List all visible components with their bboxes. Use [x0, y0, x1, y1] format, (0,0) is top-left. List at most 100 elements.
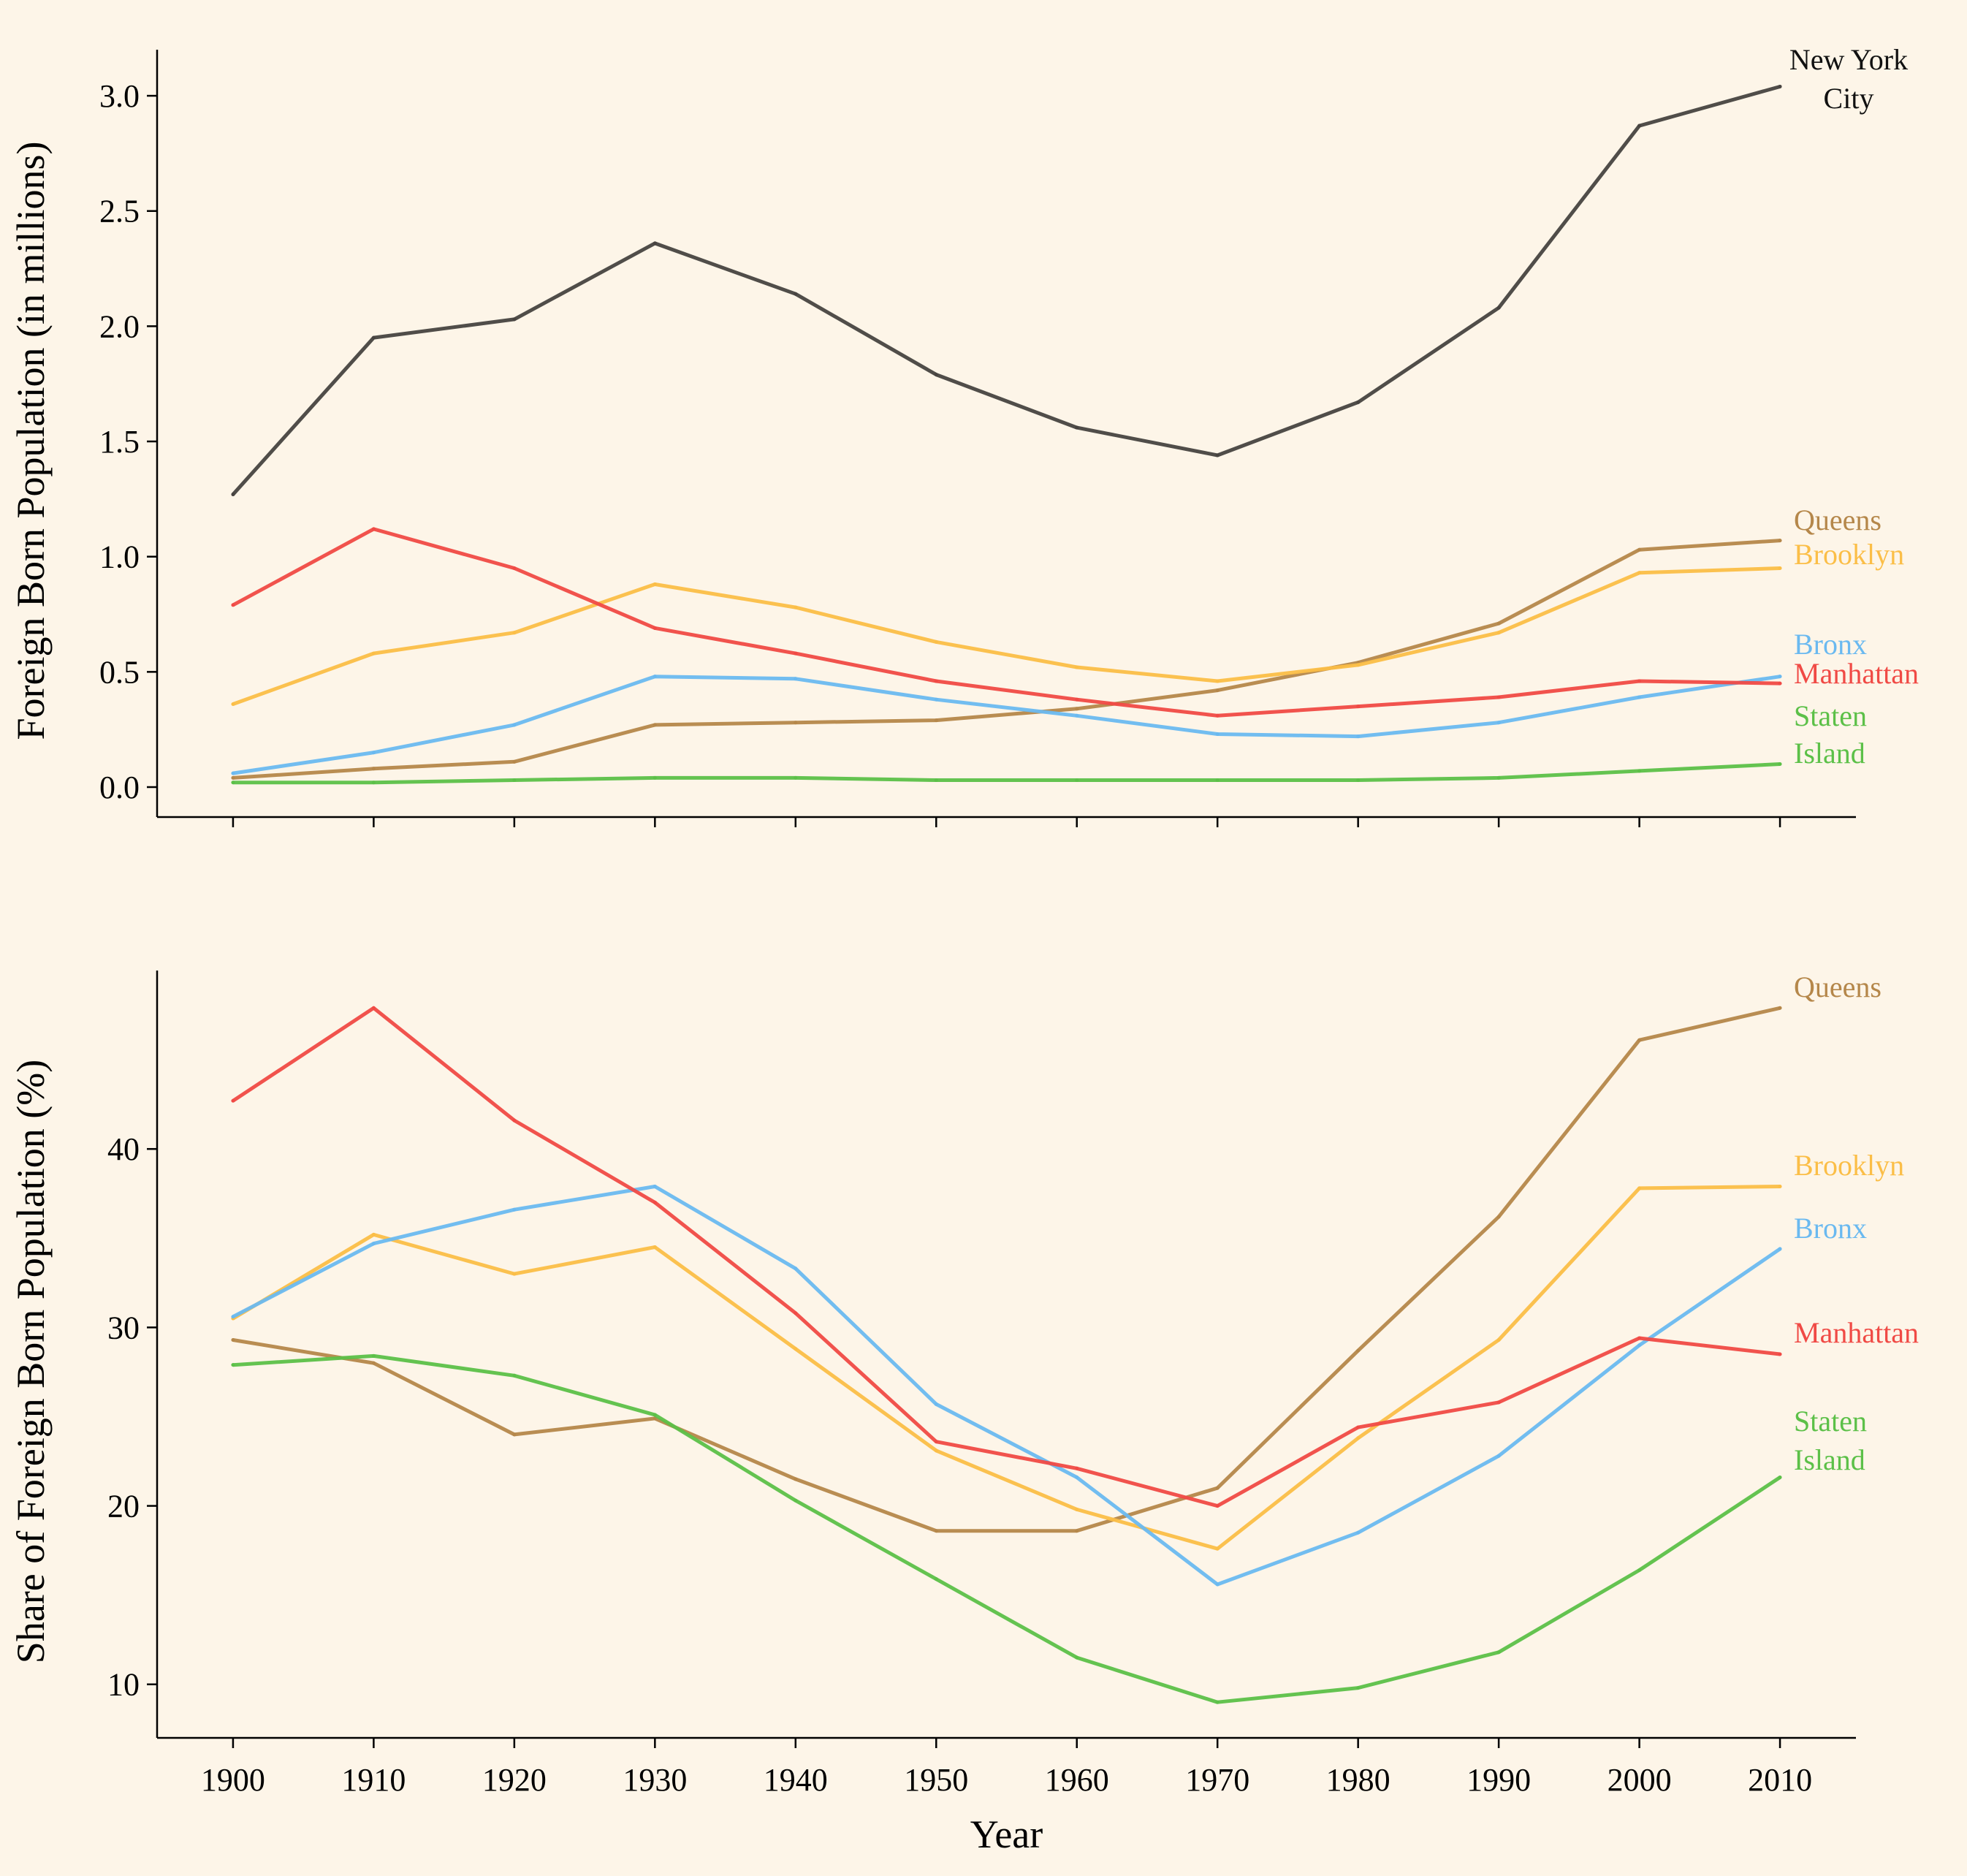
data-point — [934, 639, 938, 644]
data-point — [934, 778, 938, 783]
y-tick-label: 10 — [107, 1667, 140, 1703]
data-point — [1075, 778, 1079, 783]
data-point — [1075, 1507, 1079, 1511]
data-point — [512, 1432, 517, 1437]
data-point — [1637, 124, 1642, 128]
data-point — [794, 1347, 798, 1351]
data-point — [1637, 571, 1642, 575]
series-bronx: Bronx — [231, 1184, 1867, 1587]
data-point — [1356, 1436, 1361, 1440]
data-point — [653, 626, 657, 630]
data-point — [794, 721, 798, 725]
x-tick-label: 1960 — [1045, 1762, 1109, 1798]
data-point — [1215, 713, 1220, 718]
data-point — [794, 1498, 798, 1503]
data-point — [371, 1242, 376, 1246]
data-point — [1075, 425, 1079, 430]
series-brooklyn: Brooklyn — [231, 538, 1904, 706]
data-point — [1778, 1352, 1782, 1356]
data-point — [1075, 697, 1079, 702]
data-point — [1496, 1454, 1501, 1458]
data-point — [1637, 769, 1642, 773]
data-point — [653, 1245, 657, 1249]
data-point — [231, 781, 235, 785]
data-point — [653, 1200, 657, 1204]
top-panel-foreign-born-millions: 0.0 0.5 1.0 1.5 2.0 2.5 3.0 Foreign Born Popula… — [9, 43, 1919, 827]
data-point — [1215, 688, 1220, 693]
data-point — [1215, 1546, 1220, 1551]
data-point — [1075, 1466, 1079, 1470]
data-point — [512, 1272, 517, 1276]
data-point — [1637, 1186, 1642, 1190]
data-point — [1075, 1655, 1079, 1660]
data-point — [934, 1448, 938, 1453]
data-point — [794, 651, 798, 656]
data-point — [794, 1311, 798, 1315]
data-point — [1075, 713, 1079, 718]
data-point — [231, 493, 235, 497]
x-tick-label: 1900 — [201, 1762, 265, 1798]
data-point — [1075, 1475, 1079, 1479]
data-point — [231, 1098, 235, 1103]
x-axis-title: Year — [970, 1812, 1043, 1856]
y-tick-label: 2.0 — [99, 308, 140, 344]
data-point — [1356, 705, 1361, 709]
data-point — [512, 759, 517, 764]
data-point — [1356, 1425, 1361, 1429]
y-tick-label: 30 — [107, 1310, 140, 1345]
data-point — [231, 771, 235, 775]
bottom-panel-foreign-born-share: 10 20 30 40 1900 1910 1920 1930 1940 1950 1960 1970… — [9, 971, 1919, 1856]
x-tick-label: 1990 — [1466, 1762, 1531, 1798]
data-point — [1637, 1568, 1642, 1572]
series-manhattan: Manhattan — [231, 527, 1919, 718]
data-point — [1496, 631, 1501, 635]
data-point — [653, 723, 657, 727]
series-staten-island: Staten Island — [231, 1353, 1867, 1704]
data-point — [1637, 547, 1642, 552]
data-point — [1496, 1215, 1501, 1219]
data-point — [1637, 695, 1642, 699]
data-point — [371, 781, 376, 785]
data-point — [1215, 1582, 1220, 1587]
data-point — [231, 603, 235, 607]
data-point — [1778, 539, 1782, 543]
data-point — [231, 1363, 235, 1367]
data-point — [371, 1006, 376, 1010]
series-queens: Queens — [231, 504, 1882, 780]
data-point — [1075, 1529, 1079, 1533]
series-end-label: Bronx — [1794, 628, 1867, 661]
data-point — [1356, 778, 1361, 783]
data-point — [1356, 663, 1361, 667]
data-point — [1778, 681, 1782, 686]
data-point — [794, 292, 798, 296]
x-tick-label: 1950 — [904, 1762, 968, 1798]
series-queens: Queens — [231, 971, 1882, 1533]
data-point — [1778, 566, 1782, 570]
data-point — [371, 527, 376, 531]
series-line-brooklyn — [232, 566, 1781, 706]
y-tick-label: 1.0 — [99, 539, 140, 575]
series-end-label: Island — [1794, 1443, 1865, 1476]
series-end-label: Manhattan — [1794, 657, 1919, 690]
y-tick-label: 20 — [107, 1489, 140, 1524]
data-point — [512, 1373, 517, 1378]
data-point — [934, 1529, 938, 1533]
data-point — [1778, 762, 1782, 766]
data-point — [934, 679, 938, 683]
series-line-staten-island — [232, 762, 1781, 785]
data-point — [1496, 1400, 1501, 1405]
data-point — [653, 775, 657, 780]
x-tick-label: 1910 — [341, 1762, 406, 1798]
series-line-manhattan — [232, 1006, 1781, 1508]
series-line-new-york-city — [232, 85, 1781, 496]
data-point — [934, 697, 938, 702]
series-end-label: Island — [1794, 737, 1865, 770]
series-line-queens — [232, 539, 1781, 780]
data-point — [1778, 675, 1782, 679]
y-tick-label: 3.0 — [99, 78, 140, 114]
series-bronx: Bronx — [231, 628, 1867, 775]
x-tick-label: 1940 — [764, 1762, 828, 1798]
data-point — [231, 1337, 235, 1342]
